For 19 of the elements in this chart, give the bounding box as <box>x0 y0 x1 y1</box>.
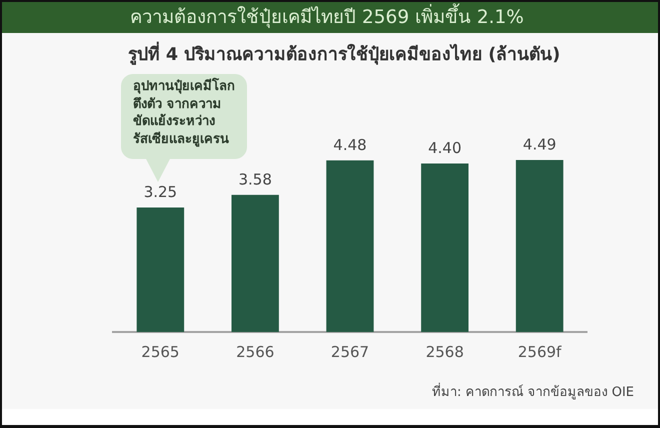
chart-title: ความต้องการใช้ปุ๋ยเคมีไทยปี 2569 เพิ่มขึ้น 2.1% <box>129 2 525 30</box>
data-label: 4.49 <box>522 135 556 154</box>
bar <box>136 208 184 332</box>
text: ที่มา: คาดการณ์ จากข้อมูลของ OIE <box>432 382 634 402</box>
bar <box>326 160 374 332</box>
data-label: 4.40 <box>428 138 462 157</box>
data-label: 3.25 <box>144 182 178 201</box>
x-tick-label: 2566 <box>236 342 274 361</box>
x-tick-label: 2567 <box>330 342 370 361</box>
x-tick-label: 2565 <box>141 342 180 361</box>
bar <box>421 163 468 332</box>
data-label: 4.48 <box>333 136 367 154</box>
bar <box>232 194 279 332</box>
data-label: 3.58 <box>238 170 272 188</box>
x-tick-label: 2568 <box>426 342 464 361</box>
chart-subtitle: รูปที่ 4 ปริมาณความต้องการใช้ปุ๋ยเคมีของไทย (ล้านตัน) <box>126 40 562 67</box>
bar <box>516 160 564 332</box>
x-tick-label: 2569f <box>518 342 562 361</box>
text: อุปทานปุ๋ยเคมีโลก ตึงตัว จากความ ขัดแย้งระหว่าง รัสเซียและยูเครน <box>133 78 235 148</box>
